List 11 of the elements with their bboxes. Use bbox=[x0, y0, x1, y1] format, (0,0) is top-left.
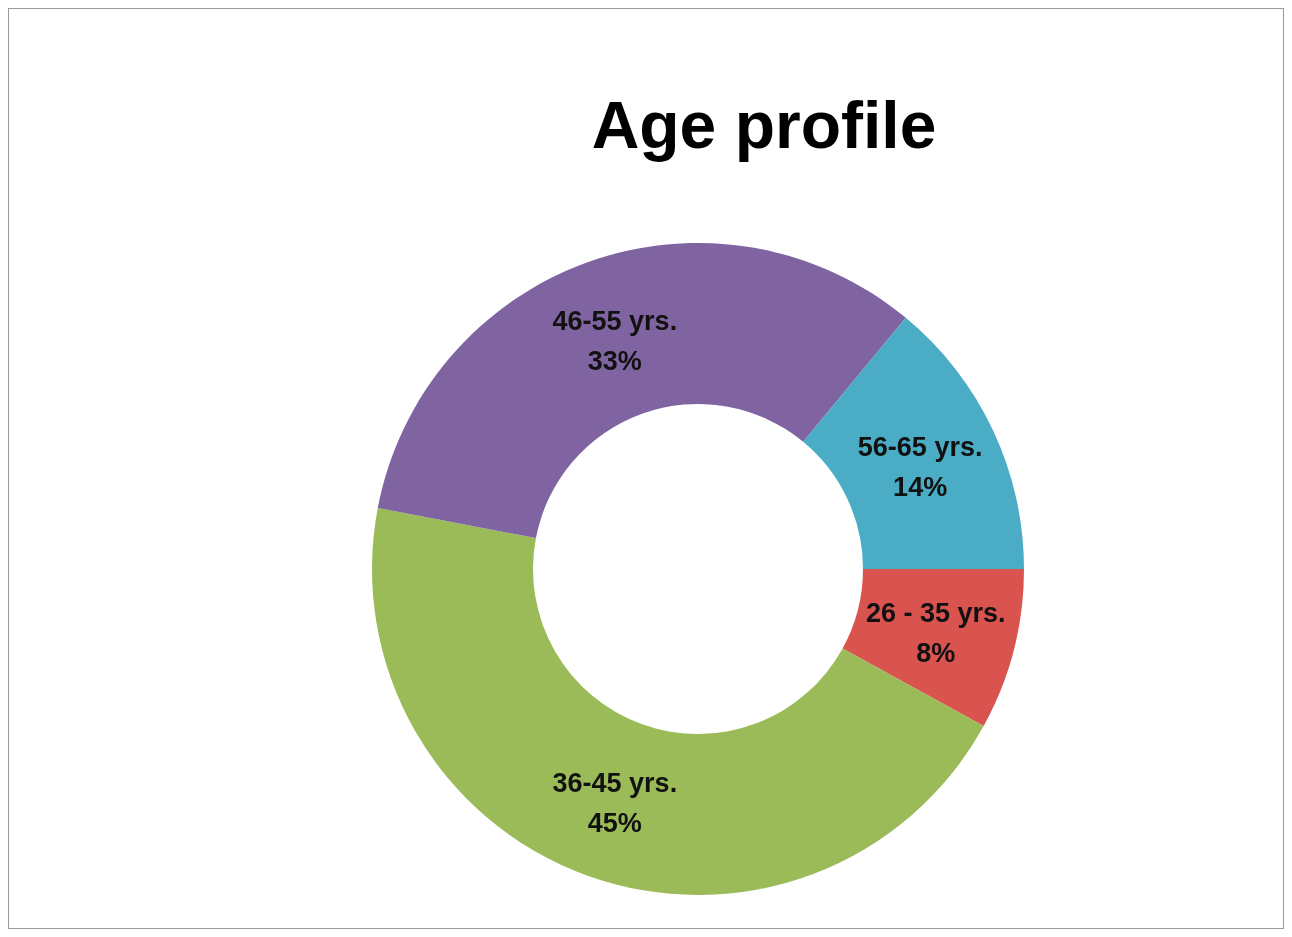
slice-label: 36-45 yrs. bbox=[552, 767, 678, 798]
chart-title: Age profile bbox=[590, 87, 938, 163]
slice-label: 46-55 yrs. bbox=[552, 306, 678, 337]
donut-slice bbox=[842, 569, 1024, 727]
donut-slice bbox=[803, 317, 1024, 569]
slice-label: 26 - 35 yrs. bbox=[865, 598, 1006, 629]
data-label: 45% bbox=[587, 807, 642, 838]
data-label: 8% bbox=[916, 638, 956, 669]
data-label: 14% bbox=[893, 472, 948, 503]
slice-label: 56-65 yrs. bbox=[857, 432, 983, 463]
data-label: 33% bbox=[587, 346, 642, 377]
